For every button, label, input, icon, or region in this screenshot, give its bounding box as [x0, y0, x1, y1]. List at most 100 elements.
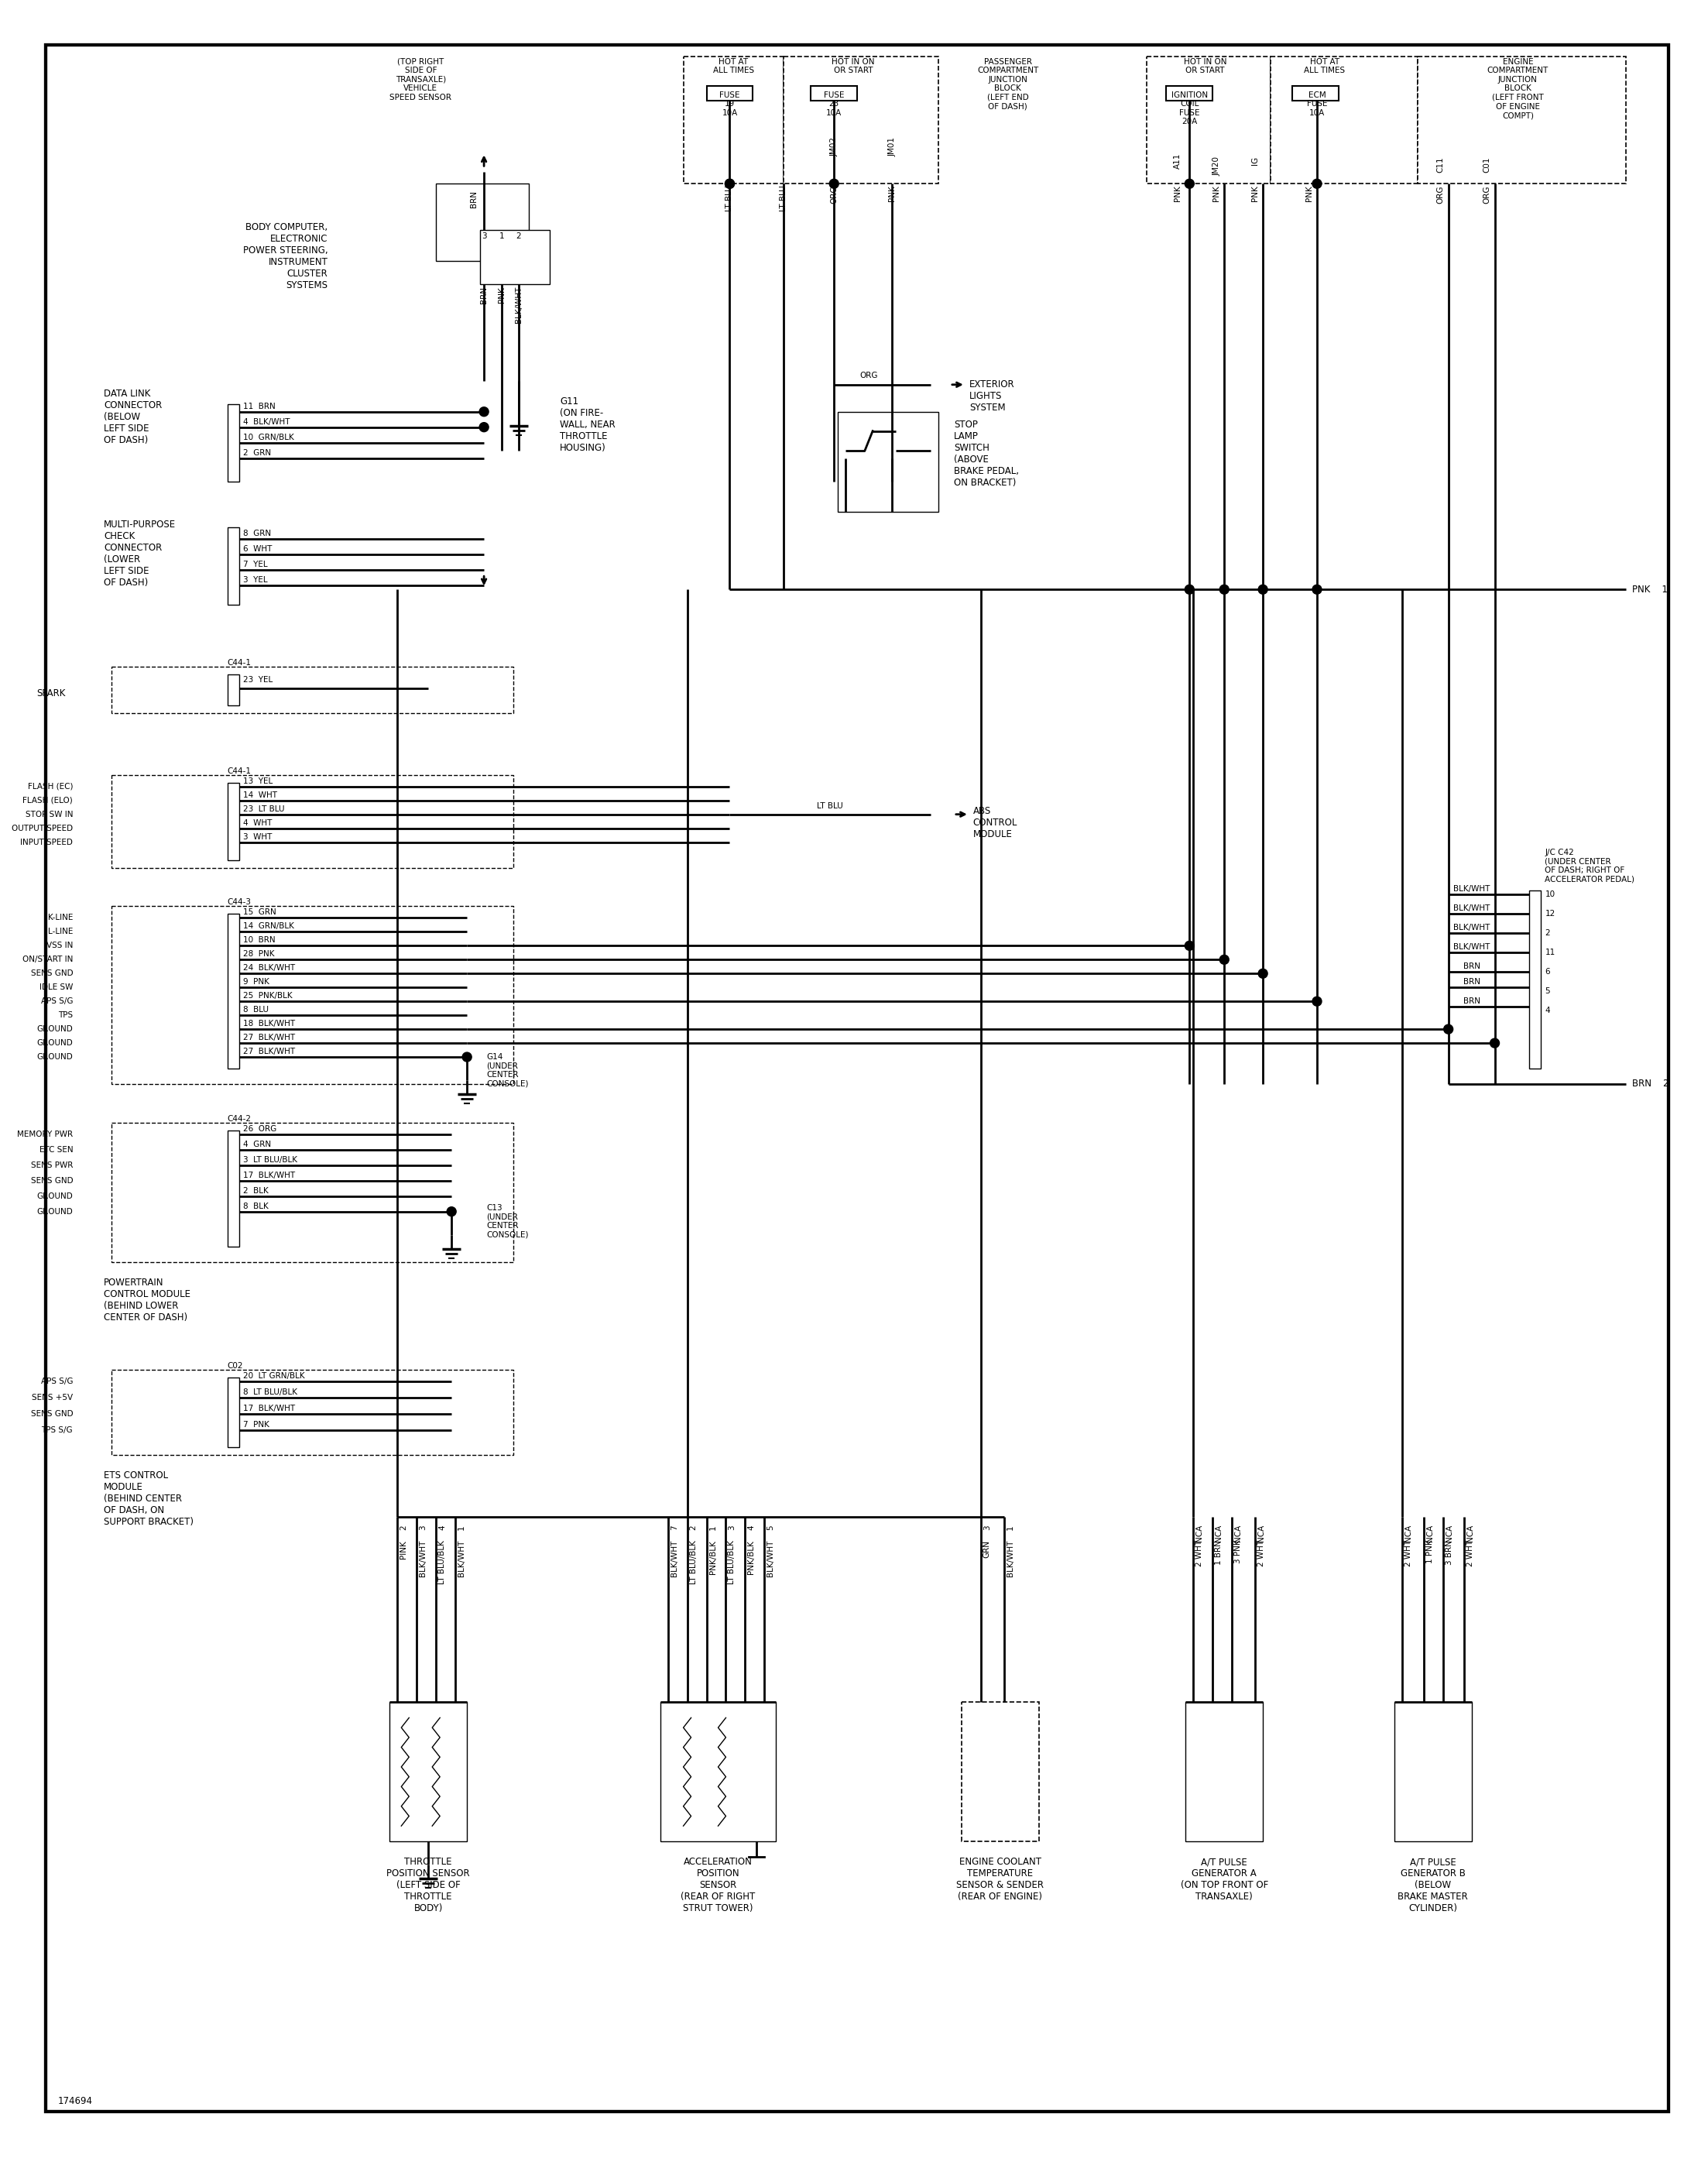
Circle shape: [1185, 942, 1194, 950]
Text: PNK: PNK: [1213, 186, 1221, 201]
Text: PNK/BLK: PNK/BLK: [709, 1539, 717, 1574]
Text: ORG: ORG: [830, 186, 839, 204]
Text: VSS IN: VSS IN: [46, 942, 73, 950]
Text: 28  PNK: 28 PNK: [243, 950, 275, 959]
Text: SENS GND: SENS GND: [31, 1409, 73, 1418]
Text: MEMORY PWR: MEMORY PWR: [17, 1130, 73, 1139]
Text: 8  BLK: 8 BLK: [243, 1202, 268, 1210]
Text: 2: 2: [690, 1524, 697, 1531]
Text: 7  PNK: 7 PNK: [243, 1420, 270, 1429]
Circle shape: [1312, 180, 1322, 188]
Text: BLK/WHT: BLK/WHT: [514, 286, 523, 323]
Text: 2 WHT: 2 WHT: [1257, 1539, 1266, 1567]
Text: 8  LT BLU/BLK: 8 LT BLU/BLK: [243, 1388, 297, 1396]
Text: G11
(ON FIRE-
WALL, NEAR
THROTTLE
HOUSING): G11 (ON FIRE- WALL, NEAR THROTTLE HOUSIN…: [560, 396, 615, 452]
Bar: [1418, 56, 1626, 184]
Text: G14
(UNDER
CENTER
CONSOLE): G14 (UNDER CENTER CONSOLE): [487, 1052, 528, 1087]
Text: JM01: JM01: [888, 136, 897, 156]
Text: K-LINE: K-LINE: [48, 914, 73, 922]
Circle shape: [463, 1052, 471, 1061]
Text: 25  PNK/BLK: 25 PNK/BLK: [243, 992, 292, 1000]
Text: 1: 1: [1006, 1524, 1015, 1531]
Text: 5: 5: [1546, 987, 1551, 996]
Text: 11: 11: [1546, 948, 1556, 957]
Circle shape: [480, 422, 488, 431]
Bar: [111, 1370, 514, 1455]
Text: ETC SEN: ETC SEN: [39, 1145, 73, 1154]
Text: 3 BRN: 3 BRN: [1445, 1539, 1454, 1565]
Text: C13
(UNDER
CENTER
CONSOLE): C13 (UNDER CENTER CONSOLE): [487, 1204, 528, 1238]
Bar: [1148, 56, 1271, 184]
Text: GROUND: GROUND: [36, 1052, 73, 1061]
Text: GROUND: GROUND: [36, 1193, 73, 1199]
Text: GROUND: GROUND: [36, 1039, 73, 1048]
Text: IGNITION
COIL
FUSE
20A: IGNITION COIL FUSE 20A: [1172, 91, 1208, 126]
Text: 4  WHT: 4 WHT: [243, 818, 272, 827]
Text: LT BLU: LT BLU: [726, 186, 733, 212]
Text: NCA: NCA: [1426, 1524, 1433, 1541]
Text: C02: C02: [227, 1362, 243, 1370]
Text: NCA: NCA: [1404, 1524, 1413, 1541]
Text: NCA: NCA: [1257, 1524, 1266, 1541]
Text: PNK: PNK: [1173, 186, 1182, 201]
Text: ORG: ORG: [1483, 186, 1491, 204]
Text: 9  PNK: 9 PNK: [243, 979, 270, 985]
Text: ORG: ORG: [859, 372, 878, 379]
Bar: [1167, 87, 1213, 102]
Text: LT BLU/BLK: LT BLU/BLK: [728, 1539, 736, 1585]
Bar: [111, 667, 514, 712]
Text: SENS +5V: SENS +5V: [32, 1394, 73, 1401]
Text: THROTTLE
POSITION SENSOR
(LEFT SIDE OF
THROTTLE
BODY): THROTTLE POSITION SENSOR (LEFT SIDE OF T…: [386, 1858, 470, 1914]
Text: GRN: GRN: [984, 1539, 991, 1559]
Text: 3: 3: [728, 1524, 736, 1531]
Bar: [1394, 1702, 1472, 1842]
Bar: [227, 528, 239, 604]
Bar: [707, 87, 753, 102]
Text: 27  BLK/WHT: 27 BLK/WHT: [243, 1035, 295, 1041]
Text: 13  YEL: 13 YEL: [243, 777, 273, 786]
Text: BRN: BRN: [1464, 963, 1481, 970]
Text: PNK: PNK: [888, 186, 897, 201]
Text: BLK/WHT: BLK/WHT: [1454, 905, 1489, 911]
Text: BLK/WHT: BLK/WHT: [1454, 885, 1489, 894]
Text: 17  BLK/WHT: 17 BLK/WHT: [243, 1405, 295, 1412]
Text: 12: 12: [1546, 909, 1556, 918]
Text: LT BLU/BLK: LT BLU/BLK: [439, 1539, 446, 1585]
Bar: [227, 405, 239, 481]
Text: PNK: PNK: [1252, 186, 1259, 201]
Text: FUSE
19
10A: FUSE 19 10A: [719, 91, 740, 117]
Text: BRN: BRN: [1464, 979, 1481, 985]
Text: BRN: BRN: [1464, 998, 1481, 1005]
Text: BRN    2: BRN 2: [1633, 1078, 1669, 1089]
Text: OUTPUT SPEED: OUTPUT SPEED: [12, 825, 73, 831]
Text: 3: 3: [418, 1524, 427, 1531]
Bar: [436, 184, 529, 262]
Text: NCA: NCA: [1445, 1524, 1454, 1541]
Text: 8  BLU: 8 BLU: [243, 1007, 268, 1013]
Text: BLK/WHT: BLK/WHT: [458, 1539, 466, 1576]
Text: C11: C11: [1436, 156, 1445, 173]
Text: (TOP RIGHT
SIDE OF
TRANSAXLE)
VEHICLE
SPEED SENSOR: (TOP RIGHT SIDE OF TRANSAXLE) VEHICLE SP…: [389, 58, 451, 102]
Text: BLK/WHT: BLK/WHT: [1454, 924, 1489, 931]
Bar: [111, 775, 514, 868]
Text: FLASH (EC): FLASH (EC): [27, 782, 73, 790]
Text: HOT AT
ALL TIMES: HOT AT ALL TIMES: [1305, 58, 1346, 74]
Bar: [1185, 1702, 1262, 1842]
Bar: [661, 1702, 775, 1842]
Text: SENS PWR: SENS PWR: [31, 1160, 73, 1169]
Text: INPUT SPEED: INPUT SPEED: [20, 838, 73, 847]
Text: HOT AT
ALL TIMES: HOT AT ALL TIMES: [712, 58, 755, 74]
Text: HOT IN ON
OR START: HOT IN ON OR START: [1184, 58, 1226, 74]
Bar: [480, 229, 550, 284]
Text: 174694: 174694: [58, 2096, 92, 2107]
Text: 1 PNK: 1 PNK: [1426, 1539, 1433, 1563]
Circle shape: [447, 1206, 456, 1217]
Text: 15  GRN: 15 GRN: [243, 909, 277, 916]
Text: 3: 3: [984, 1524, 991, 1531]
Text: MULTI-PURPOSE
CHECK
CONNECTOR
(LOWER
LEFT SIDE
OF DASH): MULTI-PURPOSE CHECK CONNECTOR (LOWER LEF…: [104, 520, 176, 589]
Text: TPS S/G: TPS S/G: [41, 1427, 73, 1433]
Text: J/C C42
(UNDER CENTER
OF DASH; RIGHT OF
ACCELERATOR PEDAL): J/C C42 (UNDER CENTER OF DASH; RIGHT OF …: [1546, 849, 1635, 883]
Text: 10  BRN: 10 BRN: [243, 937, 275, 944]
Text: BLK/WHT: BLK/WHT: [1454, 944, 1489, 950]
Bar: [227, 675, 239, 706]
